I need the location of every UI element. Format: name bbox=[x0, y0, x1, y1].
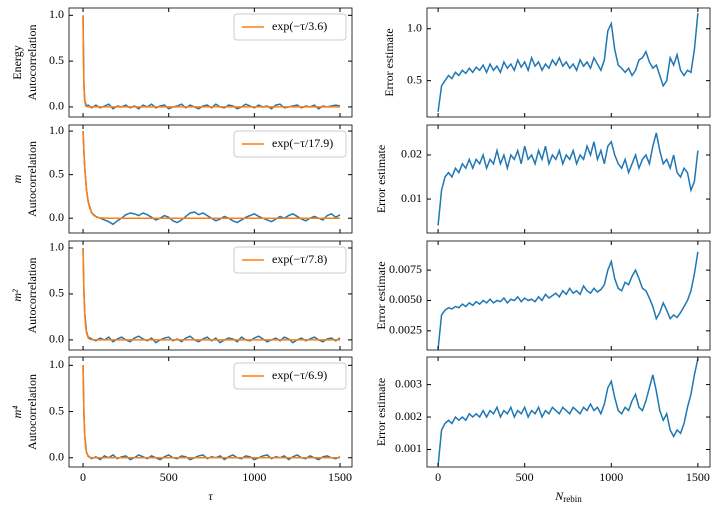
panel: 0 500 1000 1500 0.001 0.002 0.003 Error estimat… bbox=[374, 356, 711, 504]
axes-frame bbox=[68, 124, 353, 234]
y-tick-label: 0.0050 bbox=[389, 292, 422, 306]
y-tick-label: 0.5 bbox=[49, 166, 64, 180]
y-axis-label: Autocorrelation bbox=[25, 258, 39, 334]
panel: 0 500 1000 1500 0.0 0.5 1.0 m⁴ Autocorrelation τ e… bbox=[10, 356, 353, 503]
y-tick-label: 0.0075 bbox=[389, 262, 422, 276]
axes-frame bbox=[426, 124, 711, 234]
y-axis-label: Autocorrelation bbox=[25, 25, 39, 101]
x-label-main: N bbox=[554, 489, 564, 503]
y-tick-label: 1.0 bbox=[49, 123, 64, 137]
x-axis-label: τ bbox=[208, 489, 213, 503]
y-tick-label: 0.0025 bbox=[389, 323, 422, 337]
data-line bbox=[82, 131, 341, 219]
x-tick-label: 500 bbox=[516, 470, 534, 484]
data-line bbox=[82, 365, 341, 461]
y-axis-label: m⁴ bbox=[10, 406, 24, 419]
legend-label: exp(−τ/7.8) bbox=[272, 252, 327, 266]
y-tick-label: 0.02 bbox=[401, 147, 422, 161]
axes-frame bbox=[426, 356, 711, 468]
y-tick-label: 0.01 bbox=[401, 191, 422, 205]
y-axis-label: m bbox=[10, 174, 24, 183]
y-axis-label: Autocorrelation bbox=[25, 141, 39, 217]
x-tick-label: 0 bbox=[435, 470, 441, 484]
data-line bbox=[437, 358, 699, 466]
y-tick-label: 0.003 bbox=[395, 376, 422, 390]
y-tick-label: 0.5 bbox=[407, 72, 422, 86]
y-tick-label: 0.5 bbox=[49, 53, 64, 67]
axes-frame bbox=[68, 7, 353, 118]
y-tick-label: 1.0 bbox=[407, 21, 422, 35]
y-tick-label: 0.0 bbox=[49, 332, 64, 346]
y-axis-label: Energy bbox=[10, 45, 24, 79]
x-tick-label: 1000 bbox=[599, 470, 623, 484]
x-tick-label: 1000 bbox=[242, 470, 266, 484]
legend-box bbox=[233, 362, 347, 390]
y-tick-label: 0.5 bbox=[49, 403, 64, 417]
y-tick-label: 0.002 bbox=[395, 409, 422, 423]
x-axis-label: Nrebin bbox=[554, 489, 582, 504]
y-axis-label: Error estimate bbox=[382, 28, 396, 96]
y-tick-label: 1.0 bbox=[49, 357, 64, 371]
legend-box bbox=[233, 130, 347, 158]
panel: 0.01 0.02 Error estimate bbox=[374, 124, 711, 234]
axes-frame bbox=[426, 7, 711, 118]
legend-label: exp(−τ/6.9) bbox=[272, 368, 327, 382]
panel: 0.0 0.5 1.0 m Autocorrelation exp(−τ/17.9) bbox=[10, 123, 353, 234]
legend-box bbox=[233, 246, 347, 274]
y-axis-label: m² bbox=[10, 289, 24, 302]
x-label-main: τ bbox=[208, 489, 213, 503]
x-tick-label: 500 bbox=[160, 470, 178, 484]
y-axis-label: Error estimate bbox=[374, 145, 388, 213]
panel: 0.0 0.5 1.0 m² Autocorrelation exp(−τ/7.8) bbox=[10, 240, 353, 351]
y-tick-label: 0.0 bbox=[49, 210, 64, 224]
y-axis-label: Error estimate bbox=[374, 261, 388, 329]
y-axis-label: Autocorrelation bbox=[25, 374, 39, 450]
x-tick-label: 0 bbox=[80, 470, 86, 484]
data-line bbox=[437, 251, 699, 350]
y-tick-label: 0.0 bbox=[49, 99, 64, 113]
data-line bbox=[82, 247, 341, 341]
y-tick-label: 1.0 bbox=[49, 7, 64, 21]
legend-box bbox=[233, 13, 347, 41]
legend-label: exp(−τ/17.9) bbox=[272, 136, 333, 150]
y-tick-label: 1.0 bbox=[49, 240, 64, 254]
x-tick-label: 1500 bbox=[686, 470, 710, 484]
y-tick-label: 0.5 bbox=[49, 286, 64, 300]
y-tick-label: 0.001 bbox=[395, 441, 422, 455]
data-line bbox=[437, 132, 699, 226]
axes-frame bbox=[426, 240, 711, 351]
x-label-sub: rebin bbox=[563, 494, 582, 504]
data-line bbox=[437, 13, 699, 112]
legend-label: exp(−τ/3.6) bbox=[272, 19, 327, 33]
panel: 0.0 0.5 1.0 Energy Autocorrelation exp(−τ/3.6… bbox=[10, 7, 353, 118]
data-line bbox=[82, 15, 341, 108]
data-line bbox=[82, 365, 341, 459]
x-tick-label: 1500 bbox=[328, 470, 352, 484]
panel: 0.5 1.0 Error estimate bbox=[382, 7, 711, 118]
y-tick-label: 0.0 bbox=[49, 450, 64, 464]
y-axis-label: Error estimate bbox=[374, 378, 388, 446]
axes-frame bbox=[68, 240, 353, 351]
data-line bbox=[82, 131, 341, 226]
